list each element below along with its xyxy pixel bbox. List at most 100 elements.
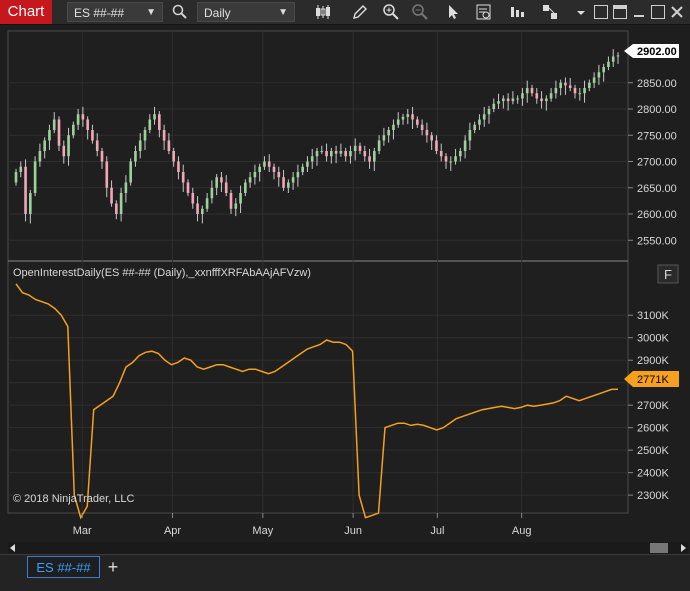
price-candle [545, 98, 548, 102]
price-candle [33, 161, 37, 193]
close-button[interactable] [670, 5, 684, 19]
indicator-tick-label: 2500K [637, 445, 669, 457]
price-axis[interactable]: 2850.00 2800.00 2750.00 2700.00 2650.00 2600.… [628, 78, 677, 248]
search-icon[interactable] [171, 3, 189, 21]
pointer-icon[interactable] [444, 3, 462, 21]
price-candle [91, 130, 94, 141]
price-candle [57, 119, 61, 146]
price-candle [196, 203, 199, 214]
price-tick-label: 2600.00 [637, 209, 677, 221]
price-candle [607, 61, 610, 67]
price-candle [134, 151, 137, 162]
price-candle [382, 135, 386, 141]
chart-canvas[interactable]: 2850.00 2800.00 2750.00 2700.00 2650.00 2600.… [0, 24, 690, 542]
price-candle [616, 55, 620, 57]
price-candle [181, 172, 185, 183]
price-candle [272, 166, 276, 172]
price-candle [167, 140, 171, 151]
price-candle [463, 140, 467, 151]
chart-window-label[interactable]: Chart [0, 0, 52, 24]
price-candle [19, 166, 23, 172]
zoom-in-icon[interactable] [382, 3, 400, 21]
price-candle [100, 151, 104, 162]
price-candle [425, 130, 429, 136]
candlestick-style-icon[interactable] [314, 3, 332, 21]
price-candle [435, 140, 438, 151]
data-box-icon[interactable] [475, 3, 493, 21]
indicator-tick-label: 2600K [637, 423, 669, 435]
price-candle [521, 93, 524, 99]
price-candle [334, 151, 338, 154]
pencil-icon[interactable] [351, 3, 369, 21]
price-candle [239, 193, 242, 204]
price-candle [506, 98, 510, 102]
price-candle [611, 56, 615, 62]
price-candle [248, 177, 252, 183]
price-candle [244, 182, 247, 193]
minimize-button[interactable] [632, 5, 646, 19]
price-candle [573, 88, 577, 94]
price-candle [487, 109, 491, 115]
interval-selector[interactable]: Daily ▼ [197, 2, 295, 22]
price-candle [497, 101, 500, 104]
price-candle [578, 93, 582, 95]
price-candle [148, 119, 152, 130]
tab-instrument[interactable]: ES ##-## [27, 556, 100, 578]
tile-window-button[interactable] [594, 5, 608, 19]
price-candle [430, 135, 433, 141]
grid-lines [8, 31, 628, 513]
price-candle [29, 193, 32, 214]
horizontal-scrollbar[interactable] [8, 542, 688, 554]
month-tick-label: Jul [430, 525, 444, 537]
price-candle [263, 161, 266, 167]
month-tick-label: Aug [512, 525, 532, 537]
restore-window-button[interactable] [613, 5, 627, 19]
month-tick-label: Mar [73, 525, 92, 537]
price-candle [234, 203, 238, 209]
price-candle [444, 156, 448, 162]
price-candle [363, 151, 367, 157]
price-candle [38, 151, 42, 162]
scroll-left-icon[interactable] [10, 544, 15, 552]
maximize-button[interactable] [651, 5, 665, 19]
properties-icon[interactable] [541, 3, 559, 21]
price-candle [373, 151, 376, 162]
price-candle [220, 177, 223, 183]
price-candle [105, 161, 109, 188]
time-axis[interactable]: Mar Apr May Jun Jul Aug [73, 513, 532, 537]
price-candle [583, 88, 586, 94]
price-candle [411, 114, 414, 120]
price-candle [468, 130, 472, 141]
scroll-right-icon[interactable] [681, 544, 686, 552]
price-candle [115, 203, 118, 214]
zoom-out-icon[interactable] [411, 3, 429, 21]
price-candle [258, 166, 261, 172]
scroll-thumb[interactable] [650, 543, 668, 553]
price-candle [482, 114, 486, 120]
price-candle [110, 187, 113, 204]
chart-trader-icon[interactable] [509, 3, 527, 21]
price-candle [210, 187, 214, 199]
price-candle [48, 130, 51, 141]
instrument-selector[interactable]: ES ##-## ▼ [67, 2, 163, 22]
price-candle [72, 124, 75, 136]
price-candle [454, 156, 457, 162]
price-candle [353, 145, 357, 151]
price-candle [473, 124, 476, 130]
price-tick-label: 2650.00 [637, 183, 677, 195]
price-tick-label: 2850.00 [637, 78, 677, 90]
indicator-f-button[interactable]: F [657, 264, 679, 284]
price-candle [277, 172, 281, 178]
price-candle [439, 151, 443, 157]
add-tab-button[interactable]: + [107, 557, 119, 577]
price-candle [349, 151, 352, 157]
price-candle [406, 114, 410, 117]
window-menu-icon[interactable] [572, 3, 590, 21]
price-candle [24, 166, 27, 214]
indicator-axis[interactable]: 3100K3000K2900K2800K2700K2600K2500K2400K… [628, 310, 669, 502]
price-candle [43, 140, 46, 151]
last-indicator-value: 2771K [637, 374, 669, 386]
price-candle [201, 208, 204, 214]
f-button-label: F [664, 267, 672, 282]
price-candle [291, 177, 295, 183]
